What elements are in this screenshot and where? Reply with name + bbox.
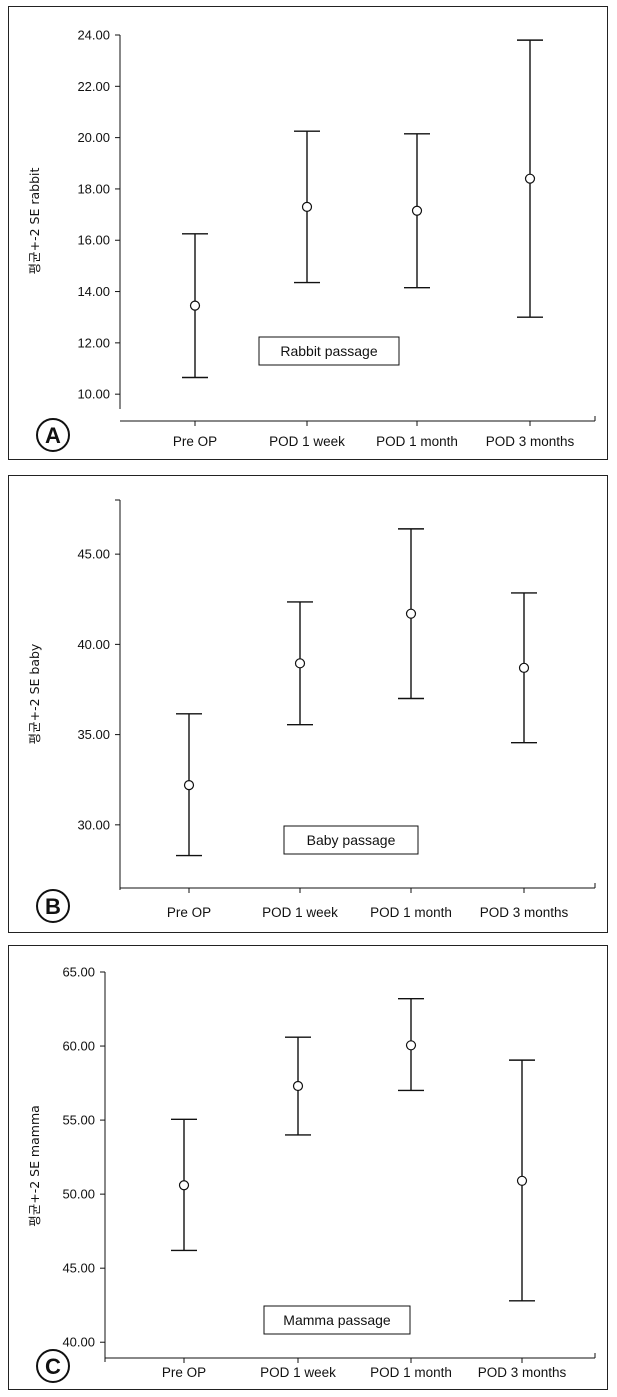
x-tick-label: POD 3 months: [486, 434, 575, 449]
mean-point: [524, 173, 536, 184]
annotation-box: [283, 825, 419, 855]
y-tick-label: 30.00: [77, 817, 110, 832]
chart-a: 10.00 12.00 14.00 16.00 18.00 20.00 22.00 24.00…: [27, 28, 596, 452]
y-tick-label: 40.00: [62, 1335, 95, 1350]
x-tick-label: POD 3 months: [480, 905, 569, 920]
annotation-label: Baby passage: [307, 832, 396, 848]
mean-point: [405, 608, 417, 619]
y-tick-label: 24.00: [77, 28, 110, 43]
y-tick-label: 18.00: [77, 181, 110, 196]
y-tick-label: 65.00: [62, 965, 95, 980]
y-tick-label: 16.00: [77, 233, 110, 248]
panel-letter: C: [45, 1354, 61, 1379]
y-axis-label: 평균+-2 SE mamma: [27, 1105, 42, 1227]
mean-point: [516, 1175, 528, 1186]
y-tick-label: 50.00: [62, 1187, 95, 1202]
x-tick-label: Pre OP: [173, 434, 217, 449]
mean-point: [189, 300, 201, 311]
x-tick-label: POD 1 month: [370, 1365, 452, 1380]
y-tick-label: 60.00: [62, 1039, 95, 1054]
x-tick-label: POD 1 week: [262, 905, 338, 920]
x-tick-label: POD 1 week: [260, 1365, 336, 1380]
x-tick-label: Pre OP: [167, 905, 211, 920]
panel-c: 40.00 45.00 50.00 55.00 60.00 65.00 평균+-2 SE m…: [8, 945, 608, 1390]
y-tick-label: 12.00: [77, 335, 110, 350]
y-tick-label: 22.00: [77, 79, 110, 94]
y-tick-label: 40.00: [77, 637, 110, 652]
x-tick-label: POD 1 month: [376, 434, 458, 449]
y-tick-label: 35.00: [77, 727, 110, 742]
y-tick-label: 55.00: [62, 1113, 95, 1128]
mean-point: [292, 1080, 304, 1092]
panel-letter: A: [45, 423, 61, 448]
mean-point: [183, 780, 195, 791]
y-tick-label: 45.00: [77, 547, 110, 562]
annotation-box: [263, 1305, 411, 1335]
annotation-label: Rabbit passage: [280, 343, 378, 359]
mean-point: [518, 662, 530, 673]
mean-point: [178, 1180, 190, 1191]
y-tick-label: 10.00: [77, 387, 110, 402]
chart-b: 30.00 35.00 40.00 45.00 평균+-2 SE baby Pre OP P…: [27, 499, 596, 923]
mean-point: [294, 658, 306, 669]
y-tick-label: 20.00: [77, 130, 110, 145]
y-axis-label: 평균+-2 SE rabbit: [27, 168, 42, 275]
annotation-box: [258, 336, 400, 366]
y-tick-label: 45.00: [62, 1261, 95, 1276]
mean-point: [301, 201, 313, 212]
panel-letter-circle: [36, 889, 70, 923]
x-tick-label: POD 3 months: [478, 1365, 567, 1380]
y-axis-label: 평균+-2 SE baby: [27, 643, 42, 744]
panel-b: 30.00 35.00 40.00 45.00 평균+-2 SE baby Pre OP P…: [8, 475, 608, 933]
chart-c: 40.00 45.00 50.00 55.00 60.00 65.00 평균+-2 SE m…: [27, 965, 596, 1383]
x-tick-label: POD 1 month: [370, 905, 452, 920]
panel-letter-circle: [36, 418, 70, 452]
mean-point: [411, 205, 423, 216]
panel-letter-circle: [36, 1349, 70, 1383]
y-tick-label: 14.00: [77, 284, 110, 299]
annotation-label: Mamma passage: [283, 1312, 391, 1328]
x-tick-label: POD 1 week: [269, 434, 345, 449]
x-tick-label: Pre OP: [162, 1365, 206, 1380]
panel-a: 10.00 12.00 14.00 16.00 18.00 20.00 22.00 24.00…: [8, 6, 608, 460]
mean-point: [405, 1040, 417, 1051]
panel-letter: B: [45, 894, 61, 919]
